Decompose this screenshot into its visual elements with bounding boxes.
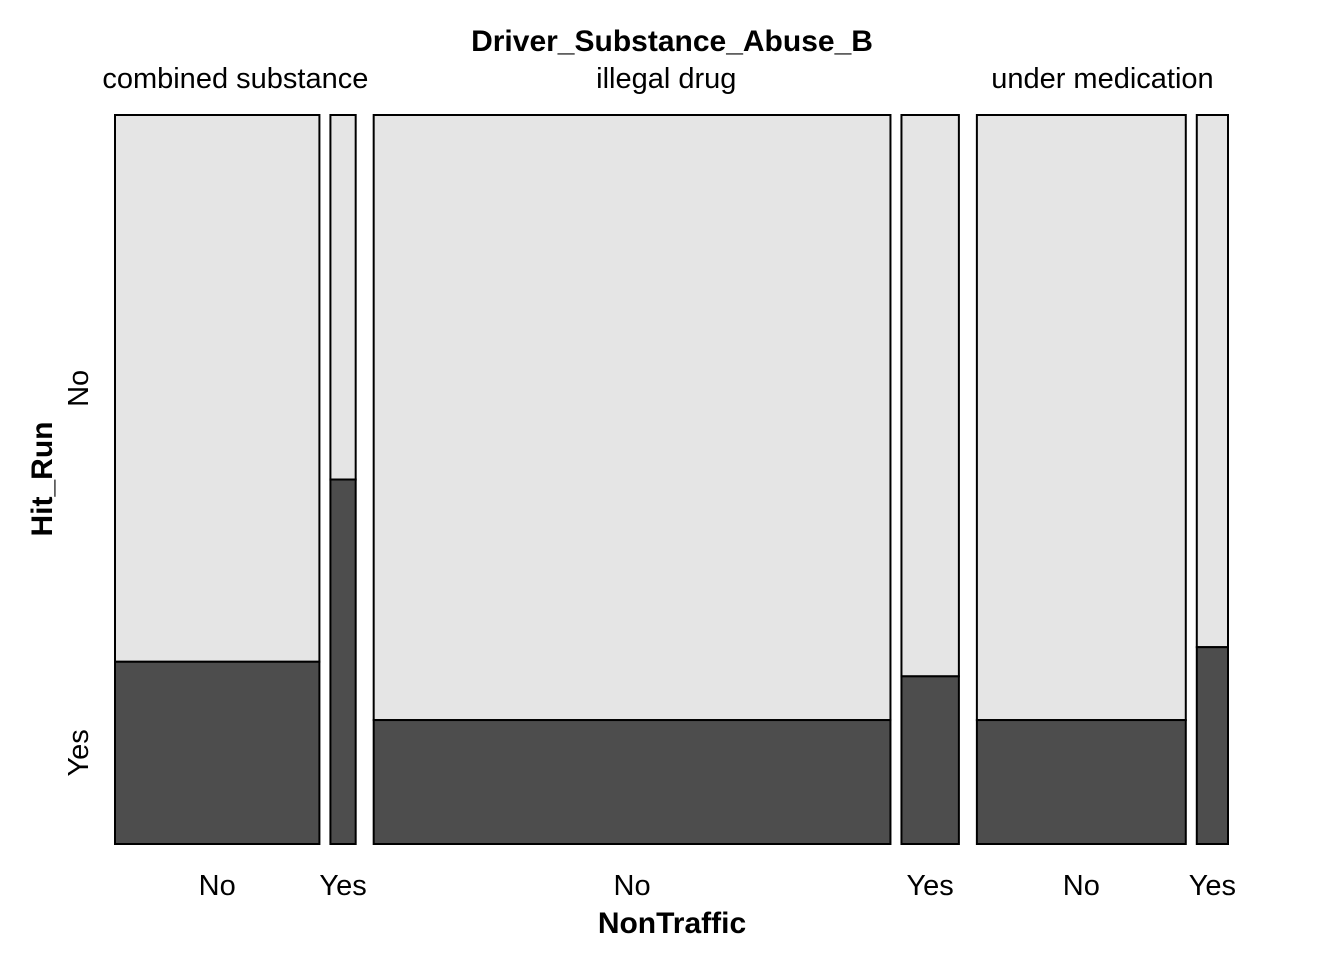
tile-yes: [900, 675, 960, 846]
x-tick-label: No: [1063, 870, 1100, 902]
tile-no: [1195, 114, 1230, 649]
tile-yes: [372, 719, 892, 846]
tile-yes: [114, 660, 321, 845]
chart-title: Driver_Substance_Abuse_B: [471, 25, 873, 58]
x-tick-label: Yes: [1189, 870, 1236, 902]
mosaic-tiles: [114, 114, 1230, 846]
group-label: combined substance: [102, 63, 368, 95]
tile-yes: [329, 478, 357, 845]
x-tick-label: No: [614, 870, 651, 902]
tile-no: [372, 114, 892, 722]
tile-no: [975, 114, 1187, 722]
x-tick-label: No: [199, 870, 236, 902]
y-axis-label: Hit_Run: [26, 422, 59, 537]
y-tick-label: No: [63, 370, 95, 407]
group-label: under medication: [991, 63, 1213, 95]
tile-no: [900, 114, 960, 678]
x-tick-labels: No Yes No Yes No Yes: [199, 870, 1236, 902]
tile-yes: [975, 719, 1187, 846]
group-labels: combined substance illegal drug under medi…: [102, 63, 1213, 95]
tile-yes: [1195, 646, 1230, 845]
x-tick-label: Yes: [907, 870, 954, 902]
y-tick-label: Yes: [63, 729, 95, 776]
tile-no: [114, 114, 321, 663]
y-tick-labels: No Yes: [63, 370, 95, 777]
x-axis-label: NonTraffic: [598, 907, 746, 940]
x-tick-label: Yes: [319, 870, 366, 902]
group-label: illegal drug: [596, 63, 736, 95]
tile-no: [329, 114, 357, 481]
